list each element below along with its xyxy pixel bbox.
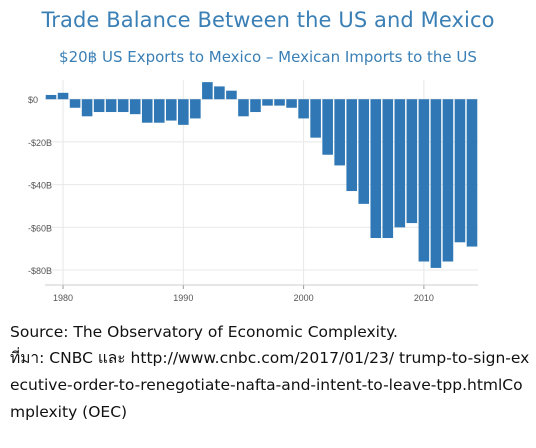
bar bbox=[406, 99, 418, 224]
bar bbox=[286, 99, 297, 108]
bar bbox=[442, 99, 454, 262]
bar bbox=[394, 99, 406, 228]
bar bbox=[346, 99, 358, 192]
x-tick-label: 2010 bbox=[414, 293, 434, 303]
y-tick-label: -$40B bbox=[28, 181, 52, 191]
bar bbox=[153, 99, 165, 123]
bar bbox=[178, 99, 189, 125]
bar bbox=[250, 99, 261, 113]
bar bbox=[466, 99, 478, 247]
bar bbox=[57, 92, 69, 100]
axis-layer: $0 -$20B -$40B -$60B -$80B 1980 1990 2000 2010 bbox=[28, 95, 478, 303]
x-tick-label: 2000 bbox=[294, 293, 314, 303]
bar bbox=[322, 99, 333, 155]
bar bbox=[370, 99, 382, 239]
bar bbox=[165, 99, 177, 121]
bar bbox=[454, 99, 466, 243]
bar bbox=[202, 82, 213, 100]
bar bbox=[262, 99, 273, 106]
chart-subtitle: $20฿ US Exports to Mexico – Mexican Impo… bbox=[59, 48, 477, 66]
bar bbox=[418, 99, 430, 262]
x-tick-label: 1980 bbox=[53, 293, 73, 303]
y-tick-label: -$20B bbox=[28, 138, 52, 148]
bar bbox=[214, 86, 225, 100]
bar bbox=[141, 99, 153, 123]
bar bbox=[93, 99, 105, 113]
bar bbox=[298, 99, 309, 119]
y-tick-label: $0 bbox=[28, 95, 38, 105]
y-tick-label: -$80B bbox=[28, 266, 52, 276]
chart-title: Trade Balance Between the US and Mexico bbox=[41, 8, 495, 32]
source-note: Source: The Observatory of Economic Comp… bbox=[10, 323, 398, 341]
bar bbox=[81, 99, 93, 117]
bar bbox=[430, 99, 442, 268]
trade-balance-chart: $0 -$20B -$40B -$60B -$80B 1980 1990 2000 2010 bbox=[28, 80, 478, 303]
bar bbox=[69, 99, 81, 108]
y-tick-label: -$60B bbox=[28, 223, 52, 233]
bar bbox=[226, 90, 237, 100]
x-tick-label: 1990 bbox=[173, 293, 193, 303]
bar bbox=[274, 99, 285, 106]
bar bbox=[129, 99, 141, 115]
bar bbox=[382, 99, 394, 239]
bar bbox=[105, 99, 117, 113]
bar bbox=[238, 99, 249, 117]
reference-note: ที่มา: CNBC และ http://www.cnbc.com/2017… bbox=[10, 349, 530, 421]
bar bbox=[117, 99, 129, 113]
bar bbox=[358, 99, 370, 204]
bar bbox=[334, 99, 345, 166]
bar bbox=[310, 99, 321, 138]
bar-layer bbox=[45, 82, 478, 268]
bar bbox=[45, 94, 57, 100]
bar bbox=[190, 99, 201, 119]
